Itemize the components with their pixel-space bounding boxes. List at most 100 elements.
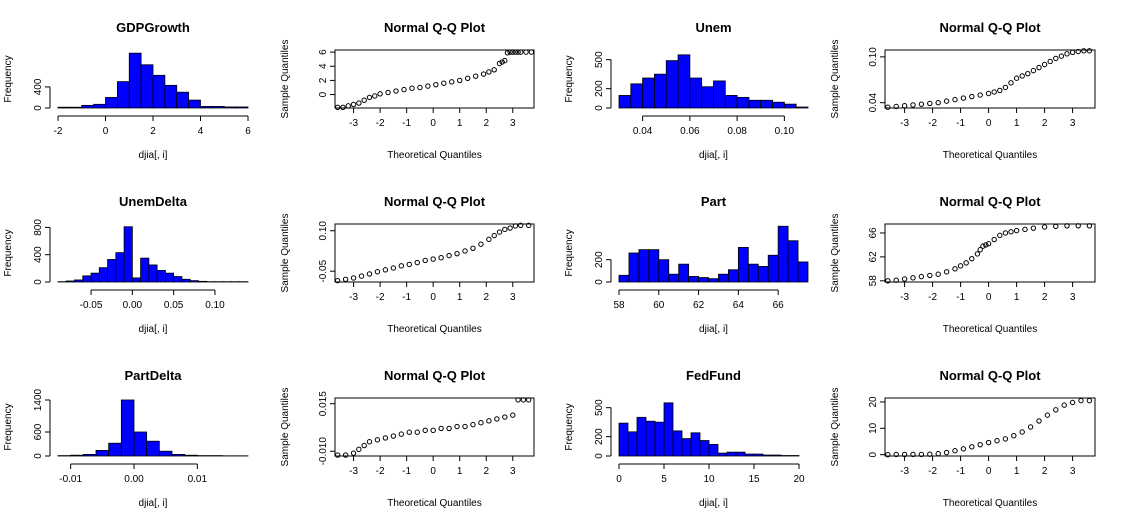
- qq-point: [366, 94, 373, 101]
- x-tick-label: 2: [1042, 118, 1048, 129]
- histogram-bar: [648, 249, 660, 283]
- qq-point: [334, 104, 341, 110]
- x-tick-label: 62: [693, 300, 705, 311]
- histogram-bar: [672, 430, 683, 457]
- histogram-bar: [701, 86, 714, 109]
- x-tick-label: 0: [430, 292, 436, 303]
- panel-title: Normal Q-Q Plot: [384, 368, 486, 383]
- panel-title: Normal Q-Q Plot: [939, 368, 1041, 383]
- qq-point: [510, 412, 516, 418]
- x-axis-label: djia[, i]: [699, 150, 728, 161]
- x-tick-label: -0.01: [59, 474, 82, 485]
- plot-frame: [334, 223, 535, 283]
- qq-point: [1086, 397, 1093, 404]
- qq-point: [910, 451, 916, 458]
- histogram-bar: [735, 451, 746, 457]
- qq-point: [1047, 58, 1053, 65]
- qq-point: [985, 90, 992, 97]
- x-tick-label: 3: [1070, 292, 1076, 303]
- qq-point: [507, 49, 513, 55]
- x-tick-label: -3: [900, 466, 909, 477]
- y-tick-label: -0.05: [318, 259, 329, 282]
- x-tick-label: 0.10: [775, 126, 795, 137]
- qq-point: [918, 451, 925, 458]
- qq-point: [885, 104, 891, 110]
- histogram-bar: [681, 438, 692, 457]
- qq-point: [480, 71, 487, 77]
- qq-point: [1086, 48, 1093, 54]
- qq-point: [425, 83, 431, 89]
- qq-point: [356, 100, 362, 106]
- panel-4: Normal Q-Q Plot Theoretical Quantiles Samp…: [830, 20, 1096, 161]
- panel-8: Normal Q-Q Plot Theoretical Quantiles Samp…: [830, 194, 1096, 335]
- panel-5: UnemDelta djia[, i] Frequency -0.05 0.00 0.05…: [3, 194, 249, 335]
- x-tick-label: 1: [1014, 466, 1020, 477]
- y-axis-label: Sample Quantiles: [830, 388, 841, 467]
- qq-point: [438, 425, 444, 432]
- y-tick-label: 500: [594, 399, 605, 416]
- x-axis-label: djia[, i]: [699, 498, 728, 509]
- qq-point: [523, 49, 529, 55]
- qq-point: [472, 73, 479, 79]
- qq-point: [510, 49, 516, 55]
- panel-9: PartDelta djia[, i] Frequency -0.01 0.00 0.01…: [3, 368, 249, 509]
- x-tick-label: 1: [457, 466, 463, 477]
- x-axis-label: Theoretical Quantiles: [943, 324, 1038, 335]
- qq-point: [342, 276, 349, 283]
- x-tick-label: -2: [928, 292, 937, 303]
- qq-point: [1075, 48, 1081, 55]
- qq-point: [496, 229, 503, 235]
- qq-point: [1019, 73, 1025, 79]
- y-tick-label: 4: [318, 63, 329, 69]
- x-tick-label: 0.05: [164, 300, 184, 311]
- qq-point: [901, 103, 908, 109]
- y-tick-label: 600: [33, 423, 44, 440]
- histogram-bar: [173, 276, 183, 283]
- qq-point: [943, 449, 950, 456]
- x-tick-label: -1: [402, 118, 411, 129]
- qq-point: [401, 86, 407, 93]
- qq-point: [927, 100, 933, 107]
- x-tick-label: 0: [986, 466, 992, 477]
- qq-point: [520, 397, 527, 403]
- y-tick-label: 400: [33, 246, 44, 263]
- y-axis-label: Sample Quantiles: [830, 214, 841, 293]
- histogram-bar: [797, 261, 809, 283]
- qq-point: [372, 93, 378, 99]
- x-tick-label: -1: [956, 292, 965, 303]
- qq-point: [1041, 61, 1048, 68]
- histogram-bar: [688, 276, 699, 283]
- histogram-bar: [105, 97, 118, 109]
- qq-point: [1041, 224, 1048, 230]
- qq-point: [991, 89, 997, 95]
- histogram-bar: [753, 453, 764, 457]
- y-tick-label: 800: [33, 219, 44, 236]
- histogram-bar: [81, 104, 95, 109]
- qq-point: [1030, 67, 1037, 74]
- x-tick-label: 5: [661, 474, 667, 485]
- y-tick-label: 200: [594, 80, 605, 97]
- qq-point: [374, 437, 381, 443]
- qq-point: [952, 448, 958, 454]
- histogram-bar: [726, 451, 737, 457]
- histogram-bar: [107, 259, 117, 283]
- qq-point: [358, 273, 365, 279]
- qq-point: [893, 277, 899, 283]
- y-tick-label: 0.04: [868, 92, 879, 112]
- qq-point: [974, 251, 981, 257]
- histogram-bar: [654, 421, 665, 457]
- histogram-bar: [795, 106, 809, 109]
- histogram-bar: [737, 247, 749, 283]
- panel-6: Normal Q-Q Plot Theoretical Quantiles Samp…: [280, 194, 535, 335]
- x-tick-label: -2: [928, 466, 937, 477]
- x-tick-label: 2: [1042, 466, 1048, 477]
- qq-point: [377, 91, 383, 97]
- qq-point: [515, 49, 521, 55]
- qq-point: [1053, 407, 1059, 413]
- y-tick-label: 1400: [33, 388, 44, 411]
- x-tick-label: 6: [245, 126, 251, 137]
- panel-12: Normal Q-Q Plot Theoretical Quantiles Samp…: [830, 368, 1096, 509]
- histogram-bar: [70, 454, 84, 457]
- qq-point: [478, 420, 484, 426]
- qq-point: [1069, 399, 1076, 406]
